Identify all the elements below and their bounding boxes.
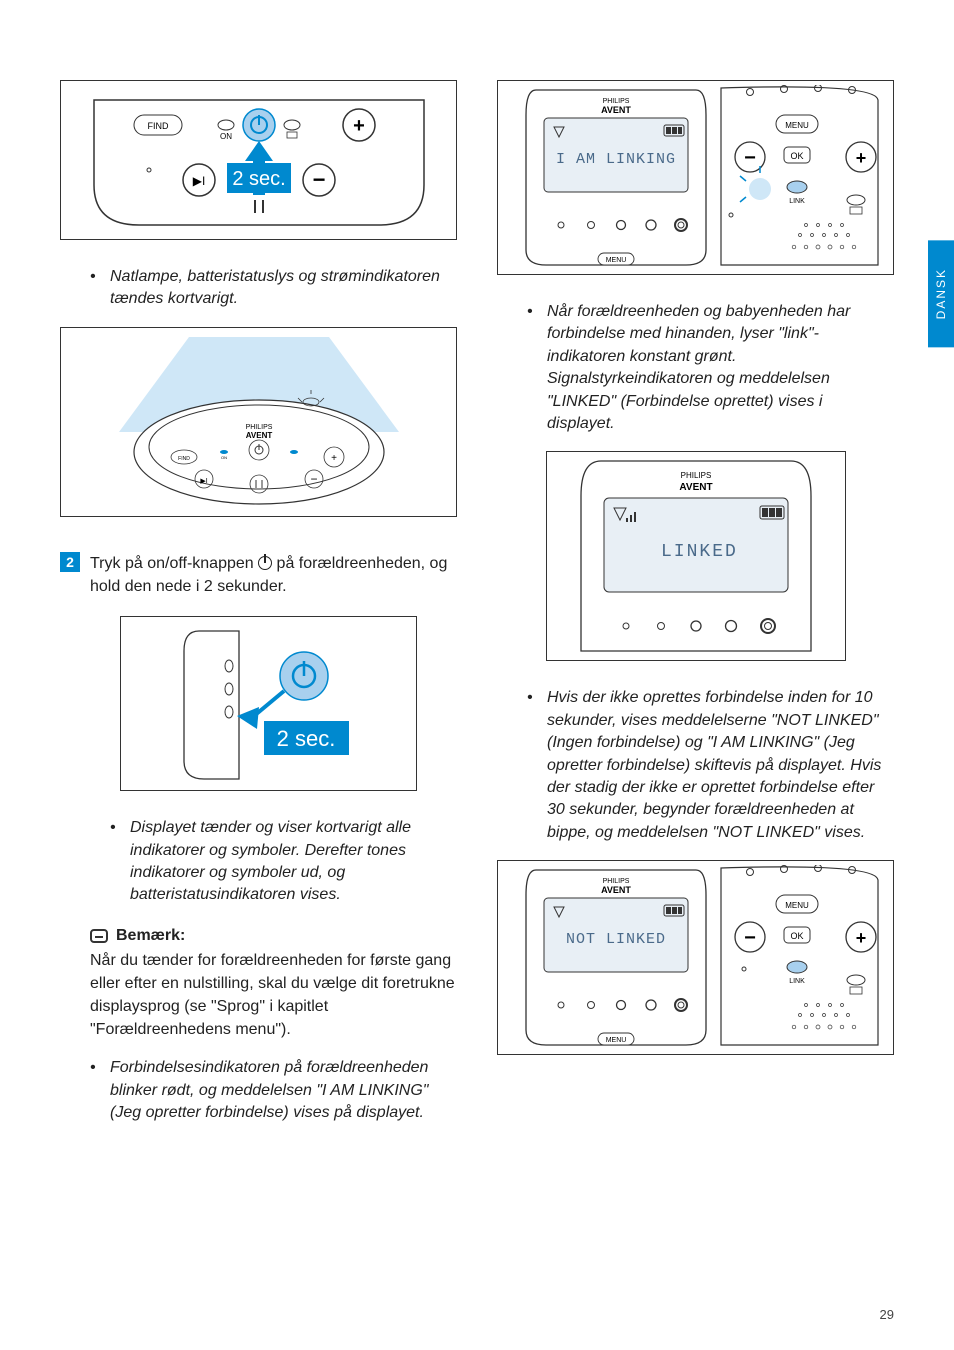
svg-text:PHILIPS: PHILIPS [680,471,711,480]
svg-text:OK: OK [790,931,803,941]
svg-text:FIND: FIND [178,456,190,462]
svg-text:ON: ON [220,132,232,141]
figure-baby-unit-glow: PHILIPS AVENT FIND ON + ▶I − [60,327,457,517]
bullet-linked-green: • Når forældreenheden og babyenheden har… [527,301,894,435]
left-column: FIND ON + ▶I [60,70,457,1131]
svg-text:LINKED: LINKED [661,542,738,562]
svg-text:MENU: MENU [605,257,626,264]
svg-text:+: + [353,115,365,137]
bullet-not-linked: • Hvis der ikke oprettes forbindelse ind… [527,687,894,844]
svg-text:AVENT: AVENT [679,482,712,493]
svg-text:NOT LINKED: NOT LINKED [565,931,665,948]
note-icon [90,929,108,943]
svg-text:▶I: ▶I [200,478,207,485]
figure-baby-unit-power: FIND ON + ▶I [60,80,457,240]
svg-text:PHILIPS: PHILIPS [602,878,629,885]
figure-not-linked: PHILIPS AVENT NOT LINKED MENU [497,860,894,1055]
svg-text:−: − [744,147,756,169]
right-column: PHILIPS AVENT I AM LINKING MENU [497,70,894,1131]
svg-text:2 sec.: 2 sec. [232,168,285,190]
svg-text:−: − [312,167,325,192]
svg-text:FIND: FIND [147,121,168,131]
svg-text:PHILIPS: PHILIPS [245,424,272,431]
step-2: 2 Tryk på on/off-knappen på forældreenhe… [60,552,457,598]
svg-text:AVENT: AVENT [601,885,631,895]
figure-i-am-linking: PHILIPS AVENT I AM LINKING MENU [497,80,894,275]
svg-text:−: − [310,472,317,486]
page-number: 29 [880,1307,894,1322]
svg-text:MENU: MENU [785,121,809,130]
svg-text:2 sec.: 2 sec. [276,726,335,751]
note-body: Når du tænder for forældreenheden for fø… [90,949,457,1042]
language-tab: DANSK [928,240,954,347]
bullet-linking-red: • Forbindelsesindikatoren på forældreenh… [90,1057,457,1124]
svg-text:I AM LINKING: I AM LINKING [555,151,675,168]
svg-text:MENU: MENU [605,1037,626,1044]
step-number-2: 2 [60,552,80,572]
figure-linked: PHILIPS AVENT LINKED [546,451,846,661]
svg-text:ON: ON [221,455,227,460]
svg-text:MENU: MENU [785,901,809,910]
bullet-nightlight: • Natlampe, batteristatuslys og strømind… [90,266,457,311]
bullet-display-on: • Displayet tænder og viser kortvarigt a… [110,817,457,907]
svg-text:▶I: ▶I [192,174,205,188]
svg-text:+: + [855,148,866,168]
power-icon [258,556,272,570]
svg-text:AVENT: AVENT [601,105,631,115]
svg-text:AVENT: AVENT [245,431,272,440]
svg-text:+: + [855,928,866,948]
svg-text:LINK: LINK [789,978,805,985]
note-heading: Bemærk: [90,927,457,945]
svg-text:OK: OK [790,151,803,161]
svg-text:−: − [744,927,756,949]
svg-text:LINK: LINK [789,198,805,205]
svg-text:PHILIPS: PHILIPS [602,98,629,105]
figure-parent-unit-power: 2 sec. [120,616,417,791]
svg-text:+: + [331,453,337,464]
